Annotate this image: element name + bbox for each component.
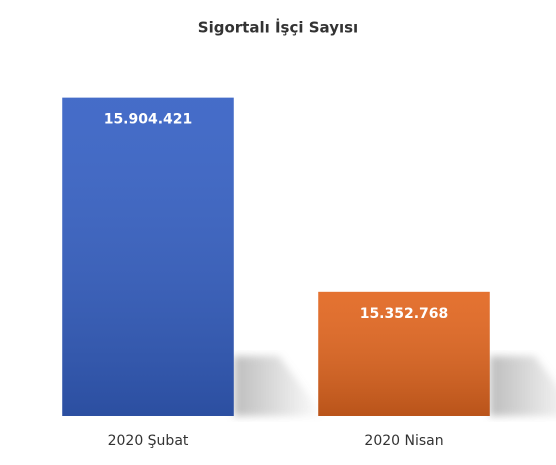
bar-shading [62, 97, 234, 417]
x-tick-label: 2020 Şubat [108, 433, 189, 449]
x-tick-label: 2020 Nisan [364, 433, 443, 449]
bar-shading [318, 291, 490, 416]
bar-shadow [489, 356, 556, 416]
chart-title: Sigortalı İşçi Sayısı [198, 18, 358, 37]
value-label: 15.352.768 [360, 306, 449, 322]
value-label: 15.904.421 [104, 112, 193, 128]
bar-shadow [233, 356, 324, 416]
